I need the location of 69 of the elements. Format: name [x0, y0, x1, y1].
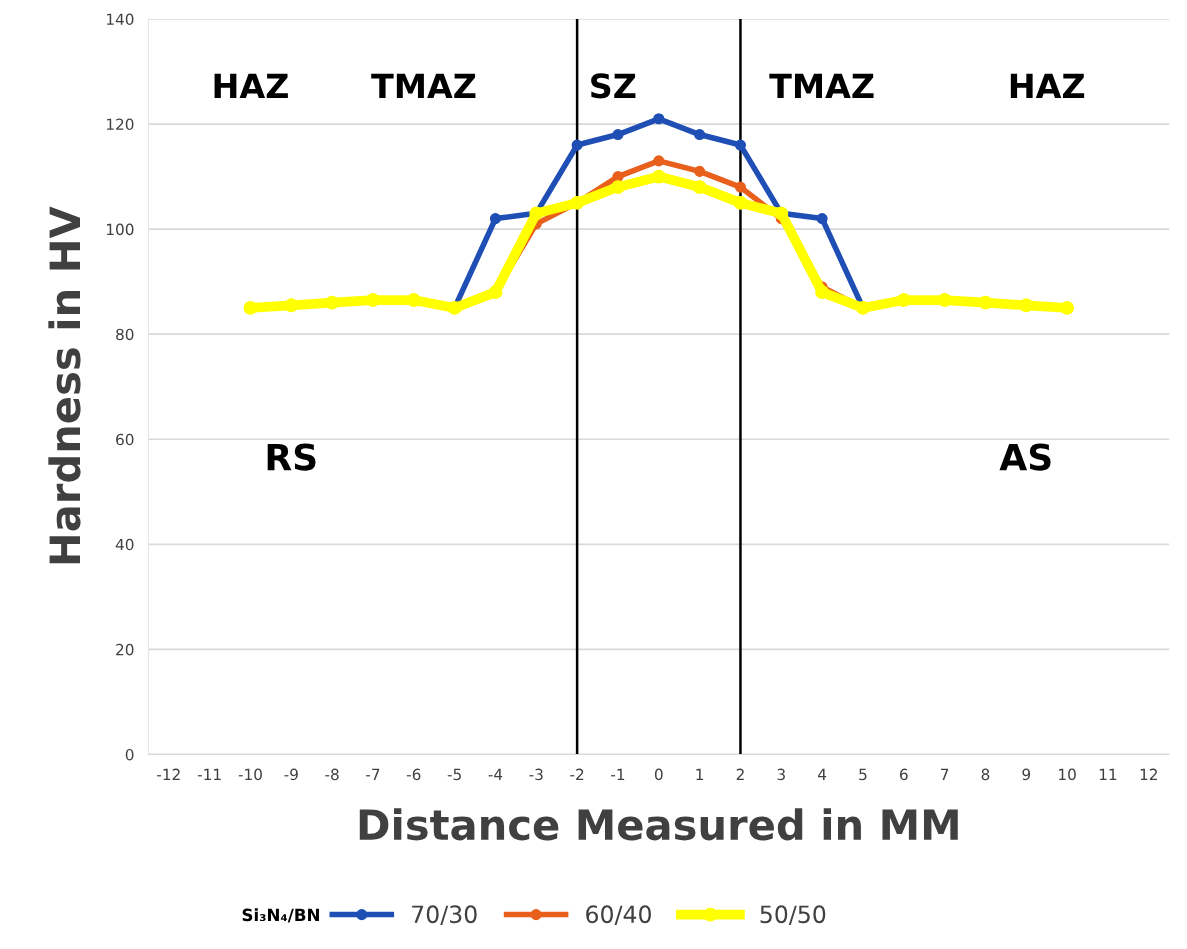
- y-tick-label: 80: [116, 328, 134, 341]
- annotation: SZ: [591, 73, 636, 99]
- point: [243, 300, 258, 315]
- x-tick-label: -4: [488, 768, 503, 780]
- point: [651, 169, 666, 184]
- x-tick-label: 6: [899, 768, 908, 781]
- y-tick-label: 120: [107, 118, 134, 131]
- point: [284, 298, 299, 313]
- y-tick-label: 40: [115, 538, 134, 551]
- point: [815, 285, 830, 300]
- x-tick-label: -3: [529, 768, 543, 781]
- point: [1060, 300, 1075, 315]
- x-tick-label: 4: [818, 768, 827, 780]
- annotation: AS: [999, 443, 1051, 471]
- x-tick-label: 5: [859, 768, 867, 781]
- x-tick-label: -6: [406, 768, 421, 781]
- x-tick-label: 8: [981, 768, 990, 781]
- x-tick-label: 9: [1022, 768, 1031, 781]
- point: [653, 155, 665, 167]
- point: [366, 293, 380, 307]
- point: [325, 295, 340, 310]
- x-tick-label: -8: [325, 768, 339, 781]
- point: [694, 165, 706, 177]
- point: [733, 195, 748, 210]
- x-tick-label: -10: [238, 768, 262, 781]
- x-tick-label: -7: [366, 768, 380, 780]
- y-tick-label: 0: [125, 748, 134, 761]
- annotation: RS: [267, 443, 316, 471]
- point: [611, 180, 625, 195]
- y-tick-label: 100: [107, 223, 134, 236]
- annotation: TMAZ: [371, 73, 476, 99]
- point: [1019, 298, 1034, 313]
- y-tick-label: 60: [116, 433, 134, 446]
- x-tick-label: 11: [1099, 768, 1117, 780]
- point: [978, 295, 993, 310]
- point: [612, 128, 624, 141]
- annotation: HAZ: [1010, 73, 1085, 99]
- annotation: TMAZ: [769, 73, 874, 99]
- x-tick-label: -12: [157, 768, 180, 780]
- x-tick-label: -2: [570, 768, 584, 780]
- x-tick-label: 3: [777, 768, 785, 781]
- legend-label: 60/40: [586, 905, 651, 926]
- point: [937, 293, 952, 307]
- legend-label: 50/50: [760, 905, 826, 926]
- point: [571, 139, 583, 151]
- x-tick-label: 2: [736, 768, 744, 780]
- y-axis-title: Hardness in HV: [48, 206, 81, 564]
- point: [816, 213, 828, 225]
- y-tick-label: 140: [107, 13, 134, 25]
- x-tick-label: -9: [284, 768, 298, 781]
- x-tick-label: -5: [447, 768, 461, 781]
- legend-label: 70/30: [412, 905, 477, 926]
- legend-title: Si₃N₄/BN: [242, 908, 319, 923]
- point: [694, 128, 706, 141]
- x-tick-label: 1: [696, 768, 704, 780]
- point: [734, 181, 747, 193]
- point: [489, 213, 502, 225]
- x-tick-label: 0: [654, 768, 663, 781]
- annotation: HAZ: [214, 73, 288, 99]
- x-axis-title: Distance Measured in MM: [359, 808, 958, 841]
- x-tick-label: -11: [197, 768, 221, 780]
- x-tick-label: 10: [1059, 768, 1076, 781]
- point: [692, 180, 707, 195]
- x-tick-label: 7: [941, 768, 949, 780]
- x-tick-label: 12: [1140, 768, 1157, 780]
- y-tick-label: 20: [116, 643, 134, 656]
- point: [653, 113, 665, 125]
- point: [734, 139, 747, 151]
- x-tick-label: -1: [611, 768, 625, 780]
